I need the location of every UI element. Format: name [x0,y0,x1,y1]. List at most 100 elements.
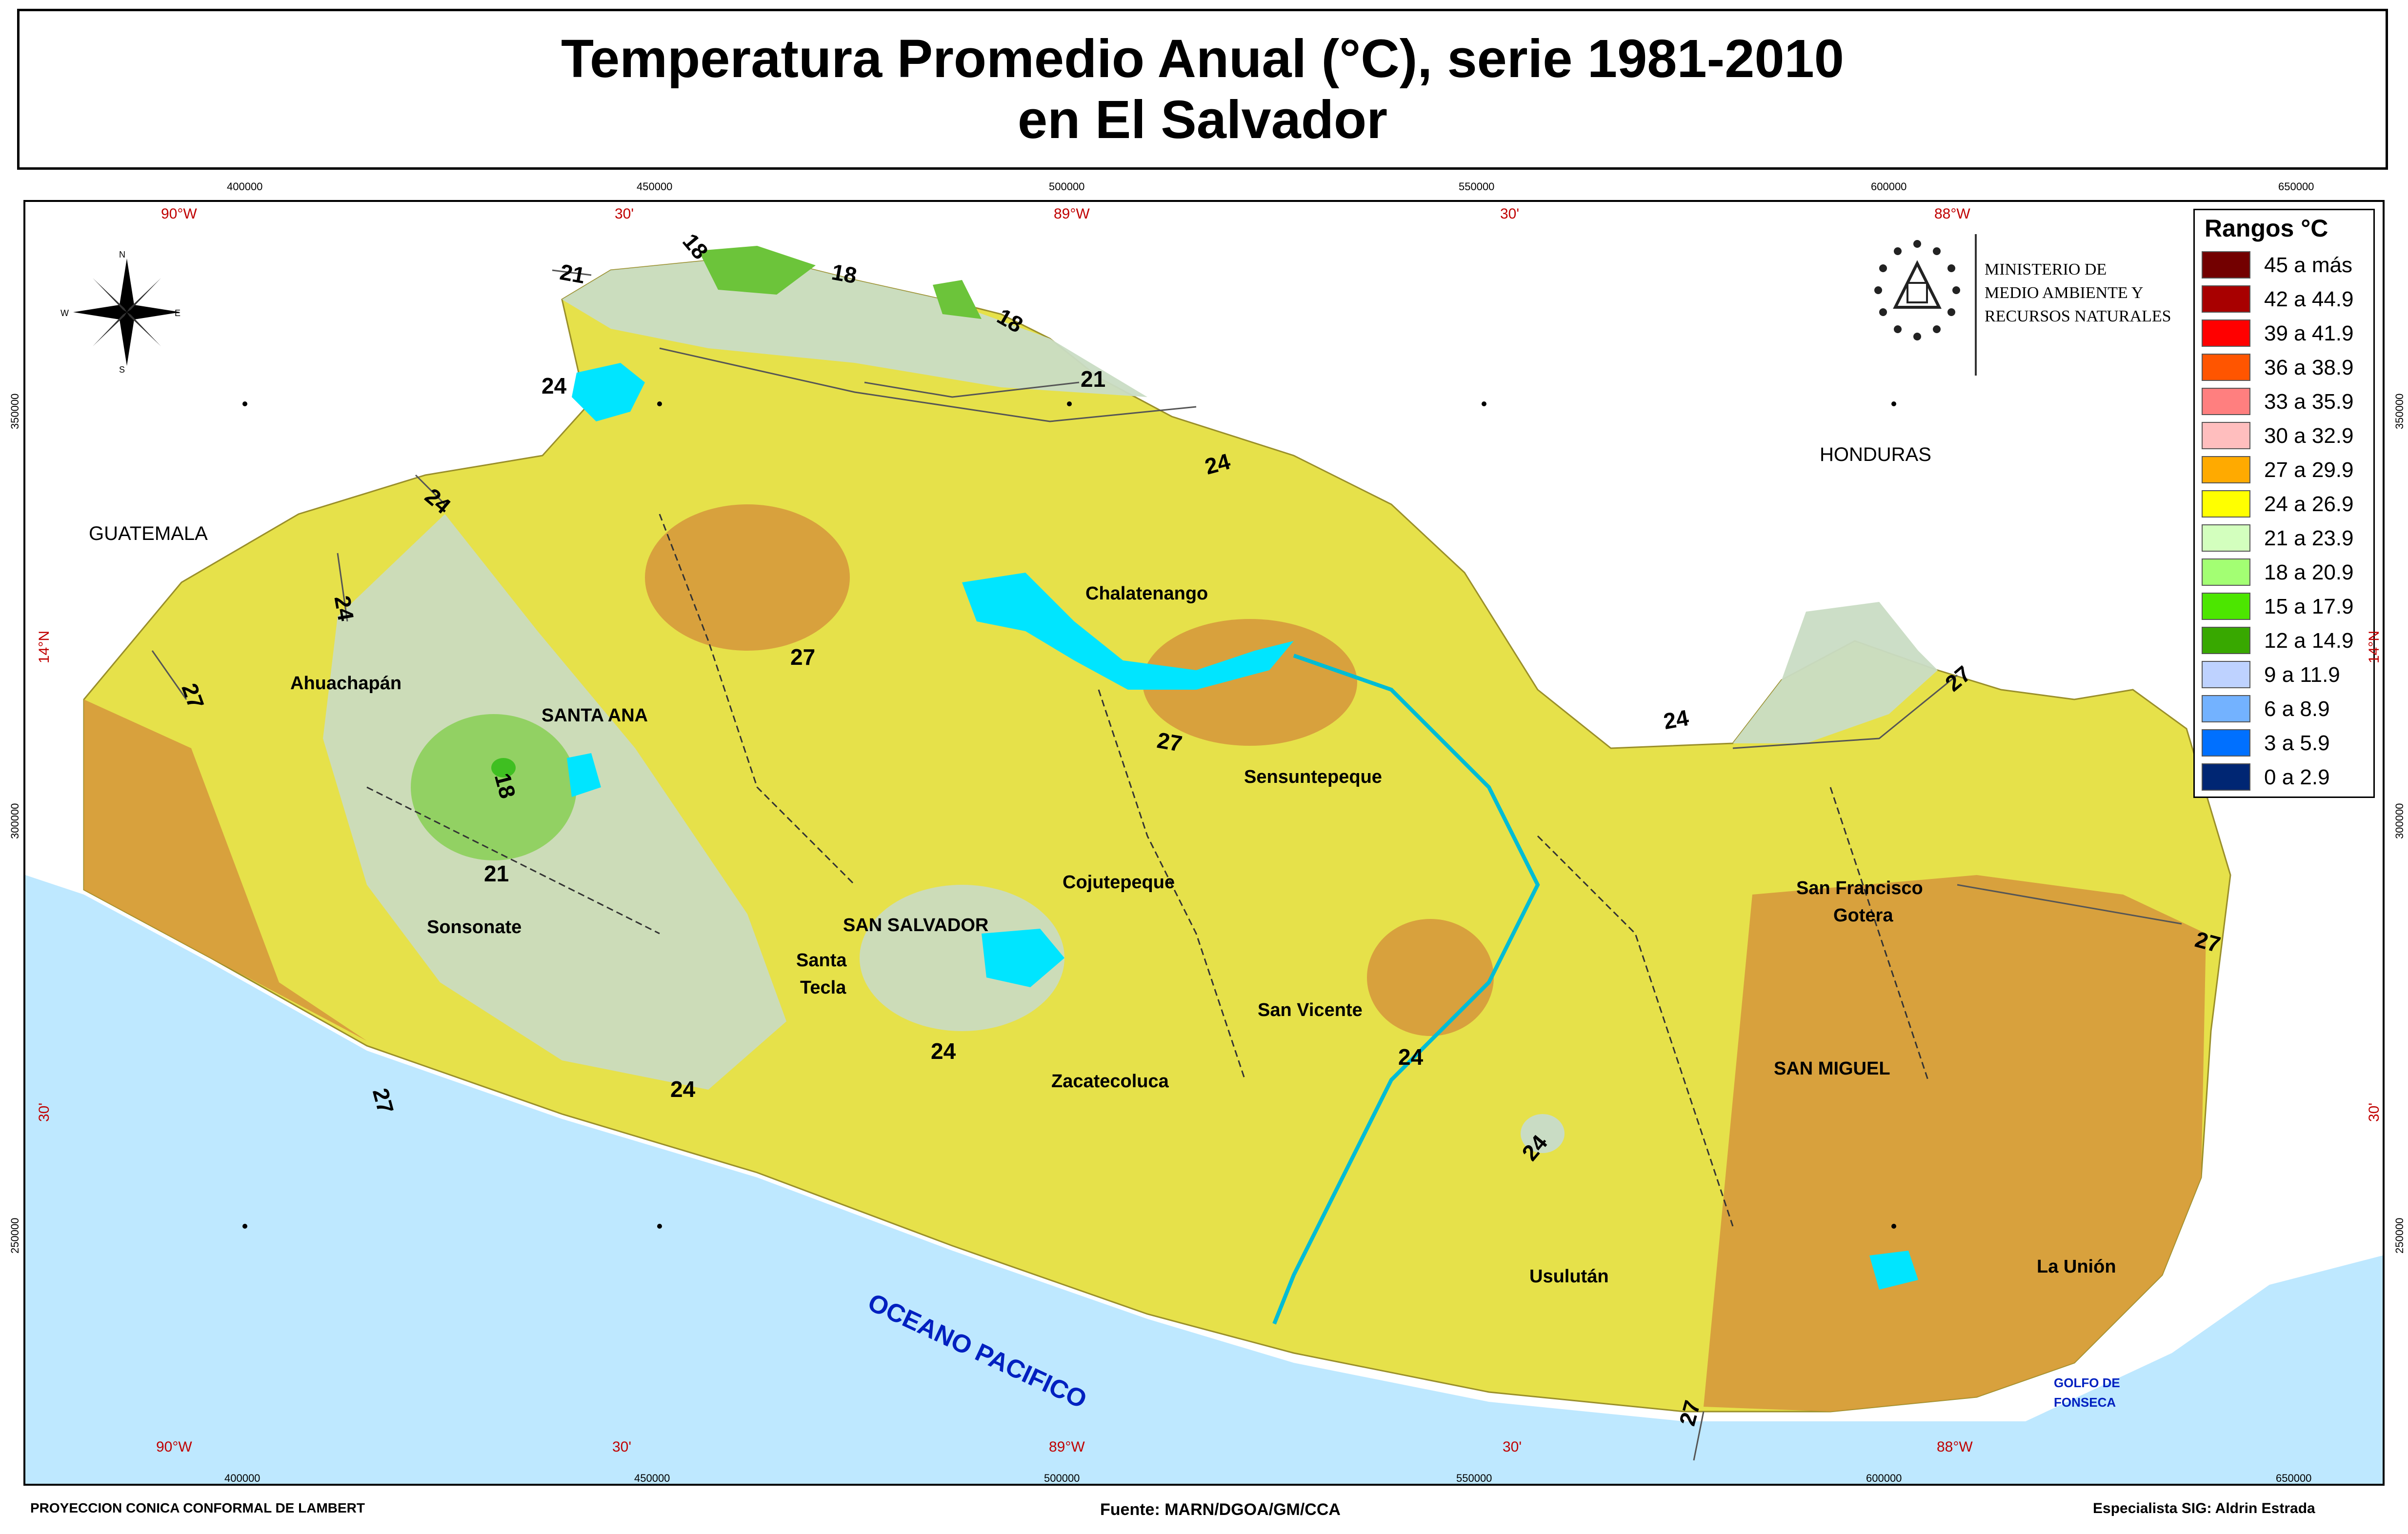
isotherm-label: 18 [829,259,859,289]
legend-swatch [2202,354,2250,381]
label-ahuachapan: Ahuachapán [290,673,402,694]
zone-27-east [1704,875,2206,1412]
title-box: Temperatura Promedio Anual (°C), serie 1… [17,9,2388,170]
label-golfo-1: GOLFO DE [2054,1375,2120,1390]
grid-right-30: 30' [2366,1102,2382,1122]
lake-olomega [1869,1251,1918,1290]
isotherm-label: 21 [1081,366,1106,392]
label-santa-ana: SANTA ANA [542,705,648,726]
legend-label: 3 a 5.9 [2264,731,2330,755]
isotherm-label: 21 [558,259,587,289]
label-golfo-2: FONSECA [2054,1395,2116,1410]
ministry-logo: MINISTERIO DE MEDIO AMBIENTE Y RECURSOS … [1854,229,2186,385]
isotherm-label: 24 [931,1038,956,1064]
north-arrow-w: W [60,308,69,318]
grid-right-350000: 350000 [2393,393,2406,429]
label-san-francisco: San Francisco [1796,878,1923,898]
label-cojutepeque: Cojutepeque [1063,872,1175,893]
grid-top-400000: 400000 [227,180,263,193]
isotherm-label: 21 [484,861,509,886]
grid-bottom-30b: 30' [1503,1439,1522,1455]
legend-item: 33 a 35.9 [2202,384,2372,418]
legend-item: 12 a 14.9 [2202,623,2372,657]
grid-top-500000: 500000 [1049,180,1085,193]
label-la-union: La Unión [2037,1256,2116,1277]
ministry-line3: RECURSOS NATURALES [1985,307,2171,325]
pacific-ocean [25,875,2383,1484]
legend-swatch [2202,490,2250,518]
grid-left-250000: 250000 [9,1217,21,1254]
legend-label: 30 a 32.9 [2264,424,2354,448]
label-honduras: HONDURAS [1820,444,1931,465]
lempa-river [1272,654,1540,1325]
legend-label: 21 a 23.9 [2264,526,2354,550]
zone-15-santa-ana [491,758,516,777]
grid-bottom-89w: 89°W [1049,1439,1085,1455]
legend-label: 9 a 11.9 [2264,663,2340,687]
legend-swatch [2202,456,2250,483]
zone-18-north-a [699,246,816,295]
zone-21-san-salvador [860,885,1064,1031]
grid-top-550000: 550000 [1459,180,1495,193]
zone-18-north-b [933,280,982,319]
footer-specialist: Especialista SIG: Aldrin Estrada [2093,1500,2315,1516]
legend-item: 15 a 17.9 [2202,589,2372,623]
footer-projection: PROYECCION CONICA CONFORMAL DE LAMBERT [30,1500,365,1515]
label-chalatenango: Chalatenango [1085,583,1208,604]
north-arrow-icon [73,259,181,366]
legend-swatch [2202,251,2250,279]
zone-27-cerron-grande [1143,619,1357,746]
zone-27-west-coast [84,699,367,1041]
label-san-salvador: SAN SALVADOR [843,915,989,936]
legend-swatch [2202,763,2250,791]
legend-item: 18 a 20.9 [2202,555,2372,589]
legend-item: 45 a más [2202,247,2372,281]
label-guatemala: GUATEMALA [89,523,208,544]
isotherm-label: 24 [1661,704,1691,735]
legend-label: 27 a 29.9 [2264,458,2354,482]
grid-bottom-400000: 400000 [224,1472,261,1484]
grid-bottom-30a: 30' [612,1439,632,1455]
map-title-line1: Temperatura Promedio Anual (°C), serie 1… [561,29,1844,89]
legend-item: 0 a 2.9 [2202,759,2372,794]
ministry-seal-icon [1874,240,1960,340]
grid-bottom-650000: 650000 [2276,1472,2312,1484]
legend-item: 36 a 38.9 [2202,350,2372,384]
label-sensuntepeque: Sensuntepeque [1244,767,1382,787]
legend-swatch [2202,285,2250,313]
label-san-miguel: SAN MIGUEL [1774,1058,1890,1079]
grid-bottom-450000: 450000 [634,1472,670,1484]
grid-top-450000: 450000 [637,180,673,193]
north-arrow-n: N [119,250,125,259]
legend-item: 6 a 8.9 [2202,691,2372,725]
zone-18-santa-ana [411,714,577,860]
legend-item: 24 a 26.9 [2202,486,2372,520]
legend-swatch [2202,422,2250,449]
grid-left-300000: 300000 [9,803,21,839]
isotherm-label: 27 [790,644,816,670]
zone-27-san-vicente [1367,919,1494,1036]
label-santa: Santa [796,950,847,971]
label-zacatecoluca: Zacatecoluca [1051,1071,1169,1092]
legend-swatch [2202,661,2250,688]
grid-bottom-500000: 500000 [1044,1472,1080,1484]
grid-top-89w: 89°W [1054,206,1090,222]
legend-swatch [2202,319,2250,347]
legend-item: 21 a 23.9 [2202,520,2372,555]
legend-item: 42 a 44.9 [2202,281,2372,316]
legend-item: 9 a 11.9 [2202,657,2372,691]
legend-label: 0 a 2.9 [2264,765,2330,789]
legend-item: 39 a 41.9 [2202,316,2372,350]
ministry-line2: MEDIO AMBIENTE Y [1985,284,2144,302]
legend-item: 27 a 29.9 [2202,452,2372,486]
label-tecla: Tecla [800,977,846,998]
legend-title: Rangos °C [2205,215,2328,242]
legend-swatch [2202,388,2250,415]
legend-label: 33 a 35.9 [2264,390,2354,414]
grid-top-30a: 30' [615,206,634,222]
legend-label: 15 a 17.9 [2264,595,2354,618]
legend-swatch [2202,593,2250,620]
grid-bottom-88w: 88°W [1937,1439,1973,1455]
label-sonsonate: Sonsonate [427,917,522,937]
zone-21-northeast [1733,602,1938,743]
